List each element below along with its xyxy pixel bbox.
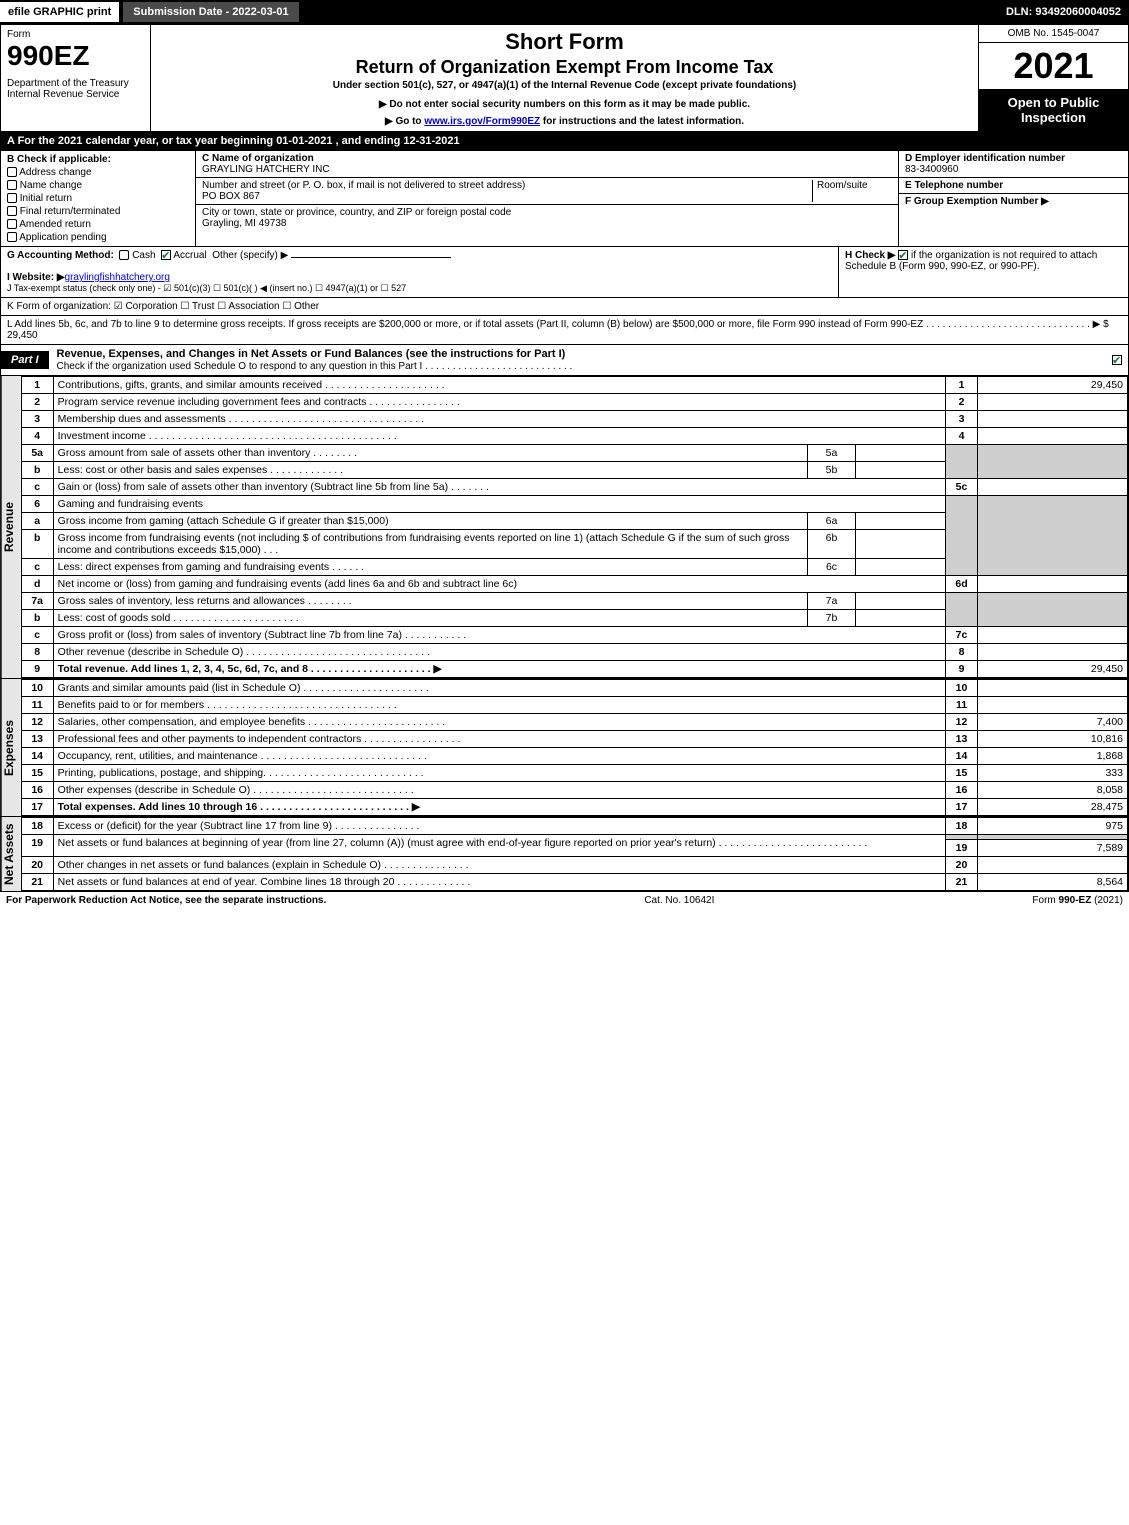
city-val: Grayling, MI 49738 [202, 218, 287, 229]
d-cell: D Employer identification number 83-3400… [899, 151, 1128, 178]
l-val: 29,450 [7, 330, 38, 341]
org-name: GRAYLING HATCHERY INC [202, 164, 330, 175]
l-text: L Add lines 5b, 6c, and 7b to line 9 to … [7, 319, 1109, 330]
org-name-row: C Name of organization GRAYLING HATCHERY… [196, 151, 898, 178]
col-def: D Employer identification number 83-3400… [898, 151, 1128, 246]
form-word: Form [7, 29, 144, 40]
irs-link[interactable]: www.irs.gov/Form990EZ [424, 116, 540, 127]
form-number: 990EZ [7, 40, 144, 72]
part1-check [1112, 354, 1128, 366]
footer-mid: Cat. No. 10642I [326, 895, 1032, 906]
accrual-chk[interactable] [161, 250, 171, 260]
addr-val: PO BOX 867 [202, 191, 260, 202]
chk-name: Name change [7, 180, 189, 191]
header-left: Form 990EZ Department of the Treasury In… [1, 25, 151, 131]
city-label: City or town, state or province, country… [202, 207, 511, 218]
link-row: ▶ Go to www.irs.gov/Form990EZ for instru… [159, 116, 970, 127]
col-c: C Name of organization GRAYLING HATCHERY… [196, 151, 898, 246]
chk-initial: Initial return [7, 193, 189, 204]
netassets-block: Net Assets 18Excess or (deficit) for the… [0, 816, 1129, 892]
netassets-side: Net Assets [1, 817, 21, 891]
page-footer: For Paperwork Reduction Act Notice, see … [0, 892, 1129, 909]
revenue-table: 1Contributions, gifts, grants, and simil… [21, 376, 1128, 678]
city-row: City or town, state or province, country… [196, 205, 898, 231]
link-post: for instructions and the latest informat… [540, 116, 744, 127]
omb-number: OMB No. 1545-0047 [979, 25, 1128, 43]
form-header: Form 990EZ Department of the Treasury In… [0, 24, 1129, 132]
subtitle: Under section 501(c), 527, or 4947(a)(1)… [159, 80, 970, 91]
ssn-note: ▶ Do not enter social security numbers o… [159, 99, 970, 110]
expenses-side: Expenses [1, 679, 21, 816]
other-blank[interactable] [291, 257, 451, 258]
b-label: B Check if applicable: [7, 154, 111, 165]
cash-chk[interactable] [119, 250, 129, 260]
part1-header: Part I Revenue, Expenses, and Changes in… [0, 345, 1129, 376]
efile-label: efile GRAPHIC print [0, 2, 119, 22]
top-bar: efile GRAPHIC print Submission Date - 20… [0, 0, 1129, 24]
website-link[interactable]: graylingfishhatchery.org [65, 272, 170, 283]
dln-label: DLN: 93492060004052 [998, 2, 1129, 22]
h-cell: H Check ▶ if the organization is not req… [838, 247, 1128, 297]
d-val: 83-3400960 [905, 164, 958, 175]
expenses-table: 10Grants and similar amounts paid (list … [21, 679, 1128, 816]
expenses-block: Expenses 10Grants and similar amounts pa… [0, 678, 1129, 816]
row-a: A For the 2021 calendar year, or tax yea… [0, 132, 1129, 151]
e-label: E Telephone number [905, 180, 1003, 191]
footer-right: Form 990-EZ (2021) [1032, 895, 1123, 906]
room-label: Room/suite [812, 180, 892, 202]
col-b: B Check if applicable: Address change Na… [1, 151, 196, 246]
link-pre: ▶ Go to [385, 116, 424, 127]
i-label: I Website: ▶ [7, 272, 65, 283]
dept-label: Department of the Treasury Internal Reve… [7, 78, 144, 100]
footer-left: For Paperwork Reduction Act Notice, see … [6, 895, 326, 906]
chk-pending: Application pending [7, 232, 189, 243]
section-bcdef: B Check if applicable: Address change Na… [0, 151, 1129, 247]
row-k: K Form of organization: ☑ Corporation ☐ … [0, 298, 1129, 316]
h-label: H Check ▶ [845, 250, 895, 261]
revenue-block: Revenue 1Contributions, gifts, grants, a… [0, 376, 1129, 678]
d-label: D Employer identification number [905, 153, 1065, 164]
header-right: OMB No. 1545-0047 2021 Open to Public In… [978, 25, 1128, 131]
chk-final: Final return/terminated [7, 206, 189, 217]
revenue-side: Revenue [1, 376, 21, 678]
part1-title: Revenue, Expenses, and Changes in Net As… [49, 345, 1112, 375]
open-inspection: Open to Public Inspection [979, 89, 1128, 131]
chk-amended: Amended return [7, 219, 189, 230]
g-label: G Accounting Method: [7, 250, 114, 261]
h-chk[interactable] [898, 250, 908, 260]
netassets-table: 18Excess or (deficit) for the year (Subt… [21, 817, 1128, 891]
main-title: Return of Organization Exempt From Incom… [159, 57, 970, 78]
g-cell: G Accounting Method: Cash Accrual Other … [1, 247, 838, 297]
f-cell: F Group Exemption Number ▶ [899, 194, 1128, 246]
c-label: C Name of organization [202, 153, 314, 164]
addr-row: Number and street (or P. O. box, if mail… [196, 178, 898, 205]
addr-label: Number and street (or P. O. box, if mail… [202, 180, 525, 191]
chk-address: Address change [7, 167, 189, 178]
f-label: F Group Exemption Number ▶ [905, 196, 1049, 207]
j-row: J Tax-exempt status (check only one) - ☑… [7, 283, 406, 293]
row-gh: G Accounting Method: Cash Accrual Other … [0, 247, 1129, 298]
header-mid: Short Form Return of Organization Exempt… [151, 25, 978, 131]
row-l: L Add lines 5b, 6c, and 7b to line 9 to … [0, 316, 1129, 345]
short-form-title: Short Form [159, 29, 970, 55]
tax-year: 2021 [979, 43, 1128, 89]
part1-label: Part I [1, 351, 49, 369]
e-cell: E Telephone number [899, 178, 1128, 194]
submission-date: Submission Date - 2022-03-01 [123, 2, 298, 22]
